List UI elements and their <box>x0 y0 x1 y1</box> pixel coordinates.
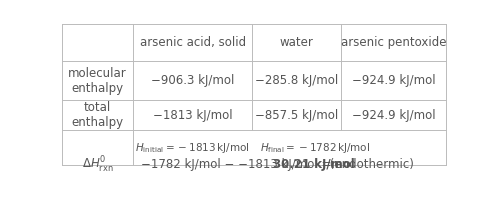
Text: −924.9 kJ/mol: −924.9 kJ/mol <box>352 108 435 122</box>
Text: $\Delta H^{0}_{\mathrm{rxn}}$: $\Delta H^{0}_{\mathrm{rxn}}$ <box>82 155 114 175</box>
Text: 30.21 kJ/mol: 30.21 kJ/mol <box>273 158 355 171</box>
Text: arsenic pentoxide: arsenic pentoxide <box>341 36 446 49</box>
Text: $H_{\mathrm{initial}} = -1813\,\mathrm{kJ/mol}$: $H_{\mathrm{initial}} = -1813\,\mathrm{k… <box>135 141 250 155</box>
Text: −857.5 kJ/mol: −857.5 kJ/mol <box>255 108 338 122</box>
Text: water: water <box>280 36 313 49</box>
Text: −906.3 kJ/mol: −906.3 kJ/mol <box>151 74 235 87</box>
Text: total
enthalpy: total enthalpy <box>71 101 124 129</box>
Text: arsenic acid, solid: arsenic acid, solid <box>140 36 246 49</box>
Text: −285.8 kJ/mol: −285.8 kJ/mol <box>255 74 338 87</box>
Text: −1813 kJ/mol: −1813 kJ/mol <box>153 108 233 122</box>
Text: $H_{\mathrm{final}} = -1782\,\mathrm{kJ/mol}$: $H_{\mathrm{final}} = -1782\,\mathrm{kJ/… <box>260 141 371 155</box>
Text: −924.9 kJ/mol: −924.9 kJ/mol <box>352 74 435 87</box>
Text: (endothermic): (endothermic) <box>326 158 414 171</box>
Text: molecular
enthalpy: molecular enthalpy <box>68 67 127 95</box>
Text: −1782 kJ/mol − −1813 kJ/mol =: −1782 kJ/mol − −1813 kJ/mol = <box>141 158 335 171</box>
